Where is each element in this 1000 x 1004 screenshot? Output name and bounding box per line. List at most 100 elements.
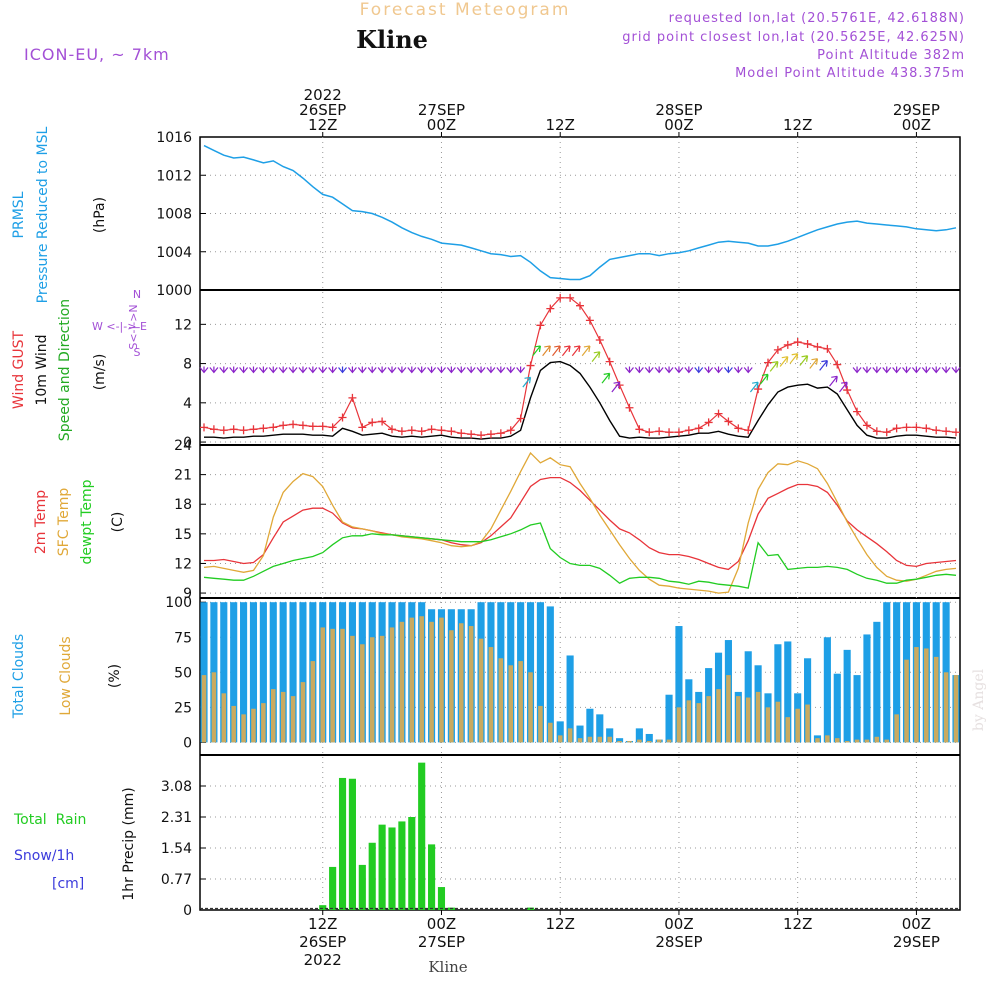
low-clouds-bar xyxy=(656,739,662,743)
low-clouds-bar xyxy=(933,656,939,743)
wind-gust-point xyxy=(744,426,753,435)
total-clouds-bar xyxy=(200,602,208,743)
pressure-line xyxy=(203,144,957,281)
low-clouds-bar xyxy=(736,696,741,743)
grid-point-coords: grid point closest lon,lat (20.5625E, 42… xyxy=(622,30,965,45)
wind-direction-arrow xyxy=(951,366,961,374)
wind-direction-arrow xyxy=(749,381,759,393)
wind-gust-line xyxy=(203,297,957,436)
precip-ylabel: 1hr Precip (mm) xyxy=(121,787,137,900)
point-altitude: Point Altitude 382m xyxy=(817,48,965,63)
cloud-bars xyxy=(200,602,960,743)
wind-direction-arrow xyxy=(654,366,664,374)
total-clouds-bar xyxy=(843,649,851,743)
wind-gust-point xyxy=(506,426,515,435)
wind-gust-point xyxy=(209,425,218,434)
wind-gust-point xyxy=(694,424,703,433)
wind-unit: (m/s) xyxy=(92,354,108,391)
total-clouds-bar xyxy=(645,733,653,743)
total-clouds-bar xyxy=(665,694,673,743)
total-clouds-bar xyxy=(269,602,277,743)
prmsl-label: PRMSL xyxy=(11,191,27,238)
wind-direction-arrow xyxy=(532,345,542,357)
wind-gust-point xyxy=(348,393,357,402)
temp-2m-label: 2m Temp xyxy=(33,490,49,554)
wind-10m-line xyxy=(204,360,957,440)
wind-gust-point xyxy=(823,344,832,353)
wind-gust-point xyxy=(665,428,674,437)
total-clouds-bar xyxy=(576,725,584,743)
total-clouds-bar xyxy=(853,675,861,743)
total-clouds-bar xyxy=(546,606,554,743)
wind-gust-point xyxy=(912,423,921,432)
wind-gust-point xyxy=(585,316,594,325)
total-clouds-label: Total Clouds xyxy=(11,634,27,719)
low-clouds-bar xyxy=(557,735,563,743)
low-clouds-bar xyxy=(538,705,543,743)
rain-bar xyxy=(348,778,356,910)
wind-direction-arrow xyxy=(674,366,684,374)
wind-direction-arrow xyxy=(357,366,367,374)
wind-gust-point xyxy=(298,421,307,430)
wind-direction-arrow xyxy=(407,366,417,374)
wind-tick-label: 0 xyxy=(183,435,192,451)
pressure-tick-label: 1004 xyxy=(156,245,192,261)
total-clouds-bar xyxy=(279,602,287,743)
precip-tick-label: 1.54 xyxy=(161,841,192,857)
wind-gust-point xyxy=(427,425,436,434)
time-label-top: 28SEP xyxy=(655,101,702,119)
low-clouds-bar xyxy=(805,704,810,743)
wind-gust-point xyxy=(200,423,208,432)
low-clouds-bar xyxy=(548,722,553,743)
wind-gust-point xyxy=(853,407,862,416)
wind-direction-arrow xyxy=(249,366,258,374)
total-clouds-bar xyxy=(586,708,594,743)
wind-direction-arrow xyxy=(209,366,219,374)
total-clouds-bar xyxy=(249,602,258,743)
wind-direction-arrow xyxy=(714,366,723,374)
low-clouds-bar xyxy=(676,707,682,743)
temp-tick-label: 24 xyxy=(174,438,192,454)
wind-gust-point xyxy=(249,425,258,434)
time-label-bottom: 12Z xyxy=(308,915,337,933)
low-clouds-bar xyxy=(498,658,504,743)
total-clouds-bar xyxy=(804,658,812,743)
wind-gust-point xyxy=(308,422,317,431)
wind-direction-arrow xyxy=(601,372,611,384)
total-clouds-bar xyxy=(823,637,831,743)
wind-gust-point xyxy=(882,428,891,437)
low-clouds-bar xyxy=(647,740,652,743)
total-clouds-bar xyxy=(784,641,792,743)
wind-gust-point xyxy=(833,360,842,369)
wind-direction-arrow xyxy=(789,353,799,364)
low-clouds-bar xyxy=(795,708,800,743)
rain-bar xyxy=(398,821,406,910)
low-clouds-bar xyxy=(419,616,424,743)
pressure-tick-label: 1016 xyxy=(156,130,192,146)
total-clouds-bar xyxy=(299,602,307,743)
temp-sfc-line xyxy=(203,451,957,594)
wind-gust-point xyxy=(496,429,505,438)
wind-direction-arrow xyxy=(522,376,532,388)
wind-direction-arrow xyxy=(199,366,209,374)
time-label-bottom: 00Z xyxy=(664,915,693,933)
wind-direction-arrow xyxy=(542,345,551,357)
rain-bar xyxy=(378,824,386,910)
model-altitude: Model Point Altitude 438.375m xyxy=(735,66,965,81)
wind-gust-point xyxy=(803,339,812,348)
wind-gust-point xyxy=(526,361,535,370)
wind-gust-label: Wind GUST xyxy=(11,330,27,409)
wind-direction-arrow xyxy=(318,366,328,374)
total-clouds-bar xyxy=(893,602,901,743)
wind-direction-arrow xyxy=(417,366,427,374)
wind-gust-point xyxy=(595,336,604,345)
wind-direction-arrow xyxy=(694,366,704,374)
wind-gust-point xyxy=(684,426,693,435)
cloud-labels: Total Clouds Low Clouds (%) xyxy=(11,634,123,719)
wind-direction-arrow xyxy=(446,366,456,374)
time-label-bottom: 12Z xyxy=(783,915,812,933)
wind-direction-arrow xyxy=(347,366,357,374)
temp-dewpt-label: dewpt Temp xyxy=(79,479,95,564)
wind-gust-point xyxy=(645,428,654,437)
wind-gust-point xyxy=(407,426,416,435)
